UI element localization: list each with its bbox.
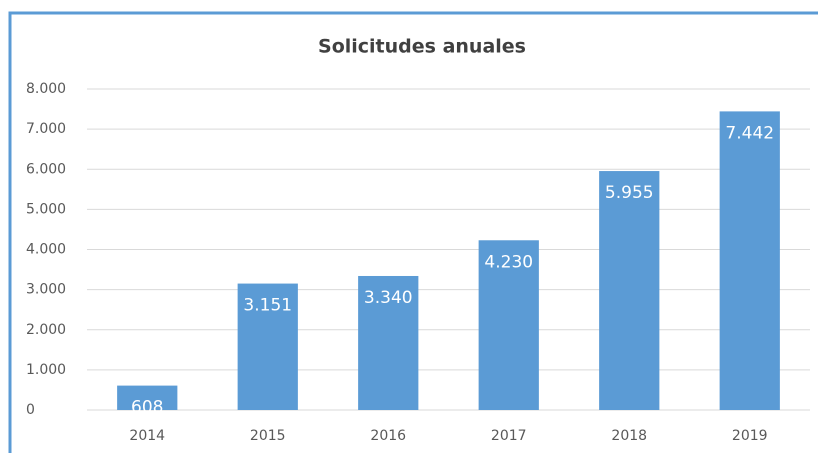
- bar: [358, 275, 419, 410]
- y-tick-label: 1.000: [26, 362, 66, 378]
- x-tick-label: 2014: [129, 428, 165, 444]
- y-tick-label: 4.000: [26, 242, 66, 258]
- data-label: 4.230: [484, 252, 533, 272]
- x-tick-label: 2018: [611, 428, 647, 444]
- y-tick-label: 7.000: [26, 121, 66, 137]
- y-tick-label: 8.000: [26, 81, 66, 97]
- y-tick-label: 5.000: [26, 201, 66, 217]
- bar: [117, 385, 178, 410]
- x-tick-label: 2019: [732, 428, 768, 444]
- y-tick-label: 2.000: [26, 322, 66, 338]
- y-tick-label: 3.000: [26, 282, 66, 298]
- y-tick-label: 0: [26, 402, 35, 418]
- frame: [8, 11, 818, 453]
- data-label: 3.340: [364, 288, 413, 308]
- data-label: 608: [131, 398, 163, 418]
- x-tick-label: 2015: [250, 428, 286, 444]
- bar: [599, 171, 660, 410]
- bar: [719, 111, 780, 411]
- x-tick-label: 2017: [491, 428, 527, 444]
- bar: [478, 240, 539, 410]
- data-label: 7.442: [725, 123, 774, 143]
- data-label: 3.151: [243, 296, 292, 316]
- data-label: 5.955: [605, 183, 654, 203]
- y-tick-label: 6.000: [26, 161, 66, 177]
- chart-title: Solicitudes anuales: [318, 36, 526, 58]
- x-tick-label: 2016: [370, 428, 406, 444]
- bar: [237, 283, 298, 410]
